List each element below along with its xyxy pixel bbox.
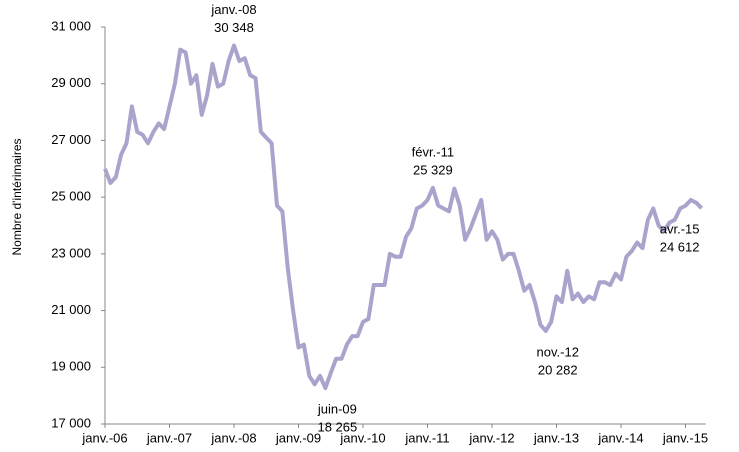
data-label: 20 282 <box>538 362 578 377</box>
y-tick-label: 17 000 <box>51 415 91 430</box>
data-label: 25 329 <box>413 162 453 177</box>
data-label: 24 612 <box>660 240 700 255</box>
x-tick-label: janv.-07 <box>146 430 192 445</box>
x-tick-label: janv.-14 <box>597 430 643 445</box>
x-tick-label: janv.-09 <box>275 430 321 445</box>
x-tick-label: janv.-13 <box>533 430 579 445</box>
x-tick-label: janv.-12 <box>468 430 514 445</box>
x-tick-label: janv.-11 <box>404 430 449 445</box>
y-axis-label: Nombre d'intérimaires <box>10 139 24 256</box>
y-tick-label: 23 000 <box>51 245 91 260</box>
data-label: 30 348 <box>214 20 254 35</box>
y-tick-label: 21 000 <box>51 302 91 317</box>
x-tick-label: janv.-06 <box>81 430 127 445</box>
x-tick-label: janv.-15 <box>662 430 708 445</box>
annotation-date: avr.-15 <box>660 222 700 237</box>
y-tick-label: 25 000 <box>51 189 91 204</box>
x-tick-label: janv.-08 <box>210 430 256 445</box>
x-tick-label: janv.-10 <box>339 430 385 445</box>
data-label: 18 265 <box>317 420 357 435</box>
y-tick-label: 27 000 <box>51 132 91 147</box>
annotation-date: nov.-12 <box>537 344 579 359</box>
line <box>103 43 704 391</box>
annotation-date: janv.-08 <box>210 2 256 17</box>
y-tick-label: 31 000 <box>51 18 91 33</box>
y-tick-label: 19 000 <box>51 359 91 374</box>
y-tick-label: 29 000 <box>51 75 91 90</box>
annotation-date: févr.-11 <box>412 144 454 159</box>
annotation-date: juin-09 <box>317 402 357 417</box>
